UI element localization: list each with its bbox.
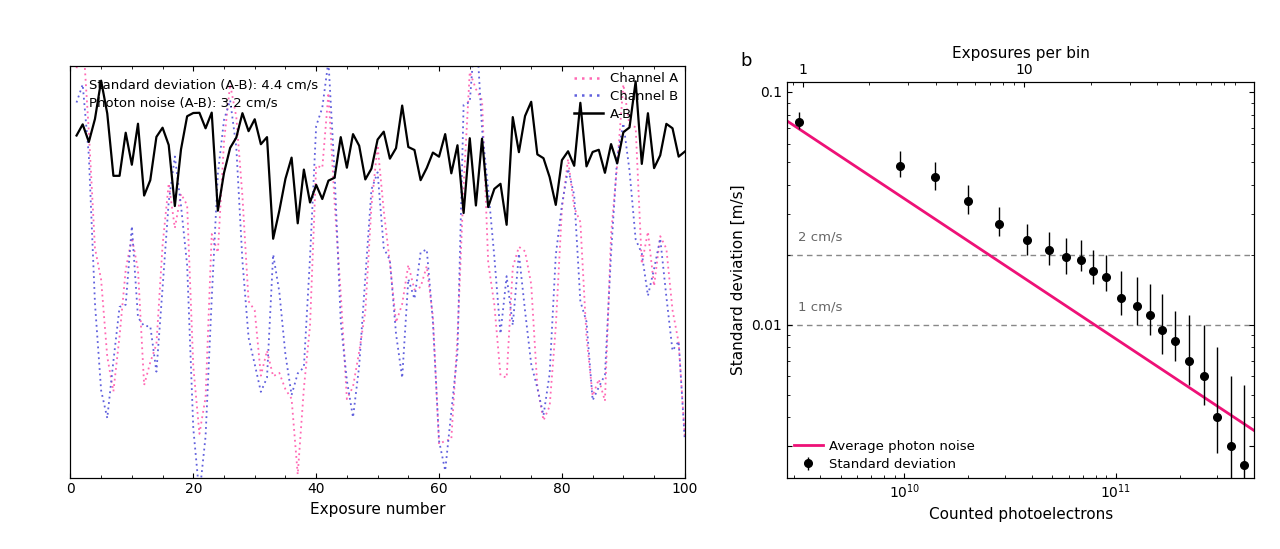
X-axis label: Counted photoelectrons: Counted photoelectrons [929, 507, 1112, 522]
Legend: Average photon noise, Standard deviation: Average photon noise, Standard deviation [794, 440, 975, 471]
X-axis label: Exposures per bin: Exposures per bin [952, 46, 1089, 61]
X-axis label: Exposure number: Exposure number [310, 502, 445, 517]
Text: b: b [741, 53, 751, 70]
Y-axis label: Standard deviation [m/s]: Standard deviation [m/s] [731, 184, 746, 376]
Legend: Channel A, Channel B, A-B: Channel A, Channel B, A-B [575, 72, 678, 121]
Text: 2 cm/s: 2 cm/s [797, 230, 842, 243]
Text: 1 cm/s: 1 cm/s [797, 300, 842, 313]
Text: Standard deviation (A-B): 4.4 cm/s
Photon noise (A-B): 3.2 cm/s: Standard deviation (A-B): 4.4 cm/s Photo… [88, 79, 317, 109]
